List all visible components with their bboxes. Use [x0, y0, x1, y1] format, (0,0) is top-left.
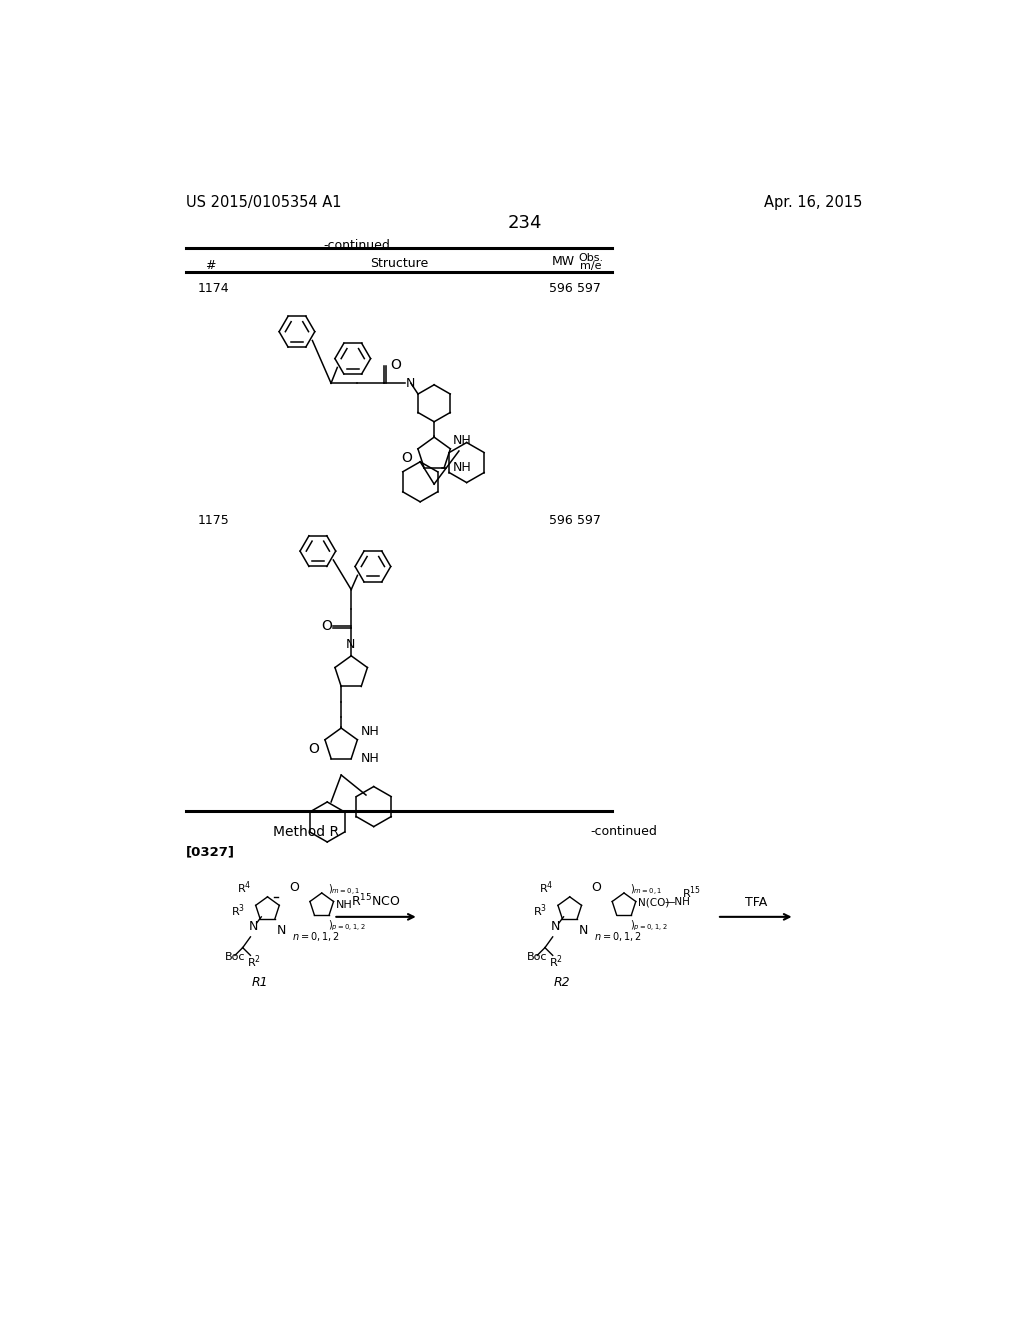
Text: 234: 234: [508, 214, 542, 232]
Text: R$^{15}$: R$^{15}$: [682, 884, 701, 900]
Text: R$^4$: R$^4$: [540, 879, 554, 896]
Text: )$_{p=0,1,2}$: )$_{p=0,1,2}$: [328, 919, 366, 933]
Text: O: O: [592, 880, 601, 894]
Text: Structure: Structure: [370, 257, 428, 271]
Text: N: N: [406, 376, 415, 389]
Text: 597: 597: [578, 515, 601, 527]
Text: R$^2$: R$^2$: [549, 953, 563, 970]
Text: m/e: m/e: [580, 261, 601, 271]
Text: $n=0,1,2$: $n=0,1,2$: [292, 929, 339, 942]
Text: NH: NH: [453, 434, 471, 446]
Text: Boc: Boc: [224, 952, 245, 962]
Text: N: N: [579, 924, 589, 937]
Text: -continued: -continued: [324, 239, 390, 252]
Text: O: O: [390, 358, 400, 372]
Text: NH: NH: [360, 725, 379, 738]
Text: N(CO): N(CO): [638, 898, 670, 907]
Text: -continued: -continued: [591, 825, 657, 838]
Text: N: N: [346, 638, 355, 651]
Text: Method R: Method R: [273, 825, 339, 840]
Text: R1: R1: [252, 975, 268, 989]
Text: US 2015/0105354 A1: US 2015/0105354 A1: [186, 195, 342, 210]
Text: NH: NH: [453, 462, 471, 474]
Text: O: O: [308, 742, 318, 756]
Text: NH: NH: [360, 752, 379, 766]
Text: R$^2$: R$^2$: [247, 953, 260, 970]
Text: TFA: TFA: [744, 896, 767, 909]
Text: R$^3$: R$^3$: [231, 903, 245, 919]
Text: O: O: [401, 451, 413, 465]
Text: —NH: —NH: [665, 898, 690, 907]
Text: N: N: [551, 920, 560, 933]
Text: 596: 596: [549, 515, 572, 527]
Text: 597: 597: [578, 281, 601, 294]
Text: 596: 596: [549, 281, 572, 294]
Text: R2: R2: [554, 975, 570, 989]
Text: Apr. 16, 2015: Apr. 16, 2015: [764, 195, 862, 210]
Text: R$^{15}$NCO: R$^{15}$NCO: [351, 892, 400, 909]
Text: R$^4$: R$^4$: [238, 879, 252, 896]
Text: 1174: 1174: [198, 281, 229, 294]
Text: R$^3$: R$^3$: [534, 903, 548, 919]
Text: #: #: [206, 259, 216, 272]
Text: [0327]: [0327]: [186, 845, 236, 858]
Text: O: O: [321, 619, 332, 632]
Text: O: O: [289, 880, 299, 894]
Text: MW: MW: [552, 256, 575, 268]
Text: )$_{m=0,1}$: )$_{m=0,1}$: [328, 883, 360, 898]
Text: Boc: Boc: [527, 952, 548, 962]
Text: )$_{p=0,1,2}$: )$_{p=0,1,2}$: [630, 919, 668, 933]
Text: N: N: [276, 924, 286, 937]
Text: $n=0,1,2$: $n=0,1,2$: [594, 929, 642, 942]
Text: NH: NH: [336, 900, 352, 911]
Text: N: N: [249, 920, 258, 933]
Text: 1175: 1175: [198, 515, 229, 527]
Text: Obs.: Obs.: [579, 253, 603, 263]
Text: )$_{m=0,1}$: )$_{m=0,1}$: [630, 883, 663, 898]
